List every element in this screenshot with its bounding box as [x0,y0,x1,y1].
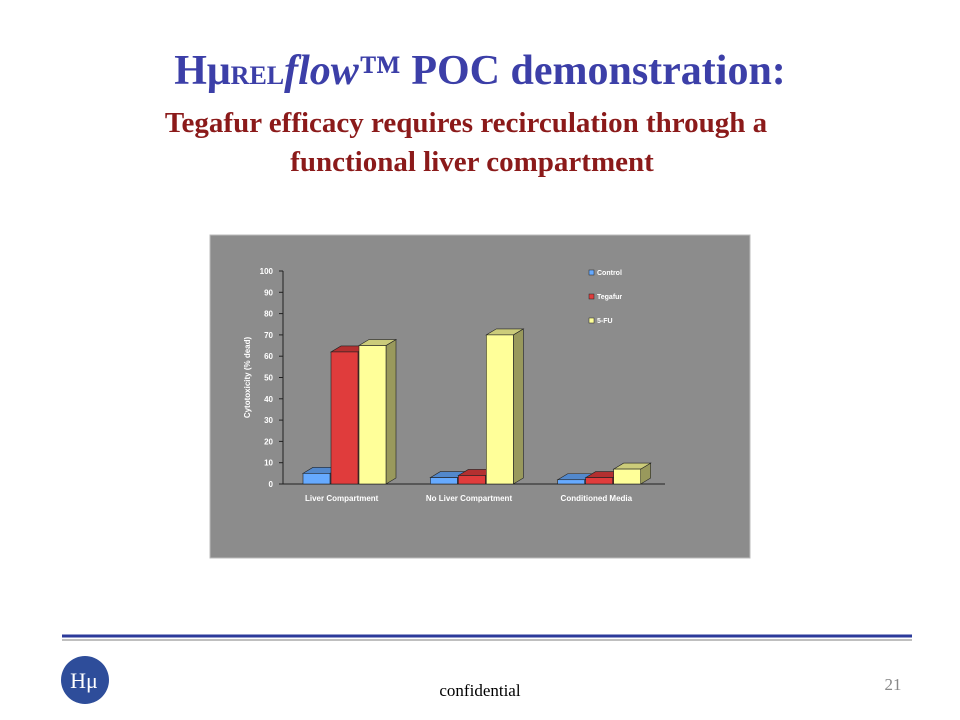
x-tick-label: Conditioned Media [561,494,633,503]
bar [358,345,387,485]
x-tick-label: Liver Compartment [305,494,379,503]
title-part: REL [231,61,284,90]
bar [486,334,514,485]
y-axis-label: Cytotoxicity (% dead) [243,336,252,418]
legend-swatch [588,317,595,324]
footer-label: confidential [439,681,520,700]
y-tick-label: 80 [264,310,273,319]
bar-side [385,339,397,485]
chart: 0 10 20 30 40 50 60 70 80 90 100 Cytotoxicity (% de… [243,267,665,503]
y-tick-label: 100 [260,267,274,276]
bar [430,477,458,485]
bar [330,351,359,485]
bar [302,473,331,485]
title-part: flow [284,48,360,94]
subtitle-line: functional liver compartment [290,146,654,178]
x-tick-label: No Liver Compartment [426,494,513,503]
y-tick-label: 70 [264,331,273,340]
logo-text: Hμ [70,668,98,693]
title-part: ™ POC demonstration: [359,48,786,94]
bar [458,475,486,485]
y-tick-label: 10 [264,459,273,468]
bar [557,479,585,485]
legend-swatch [588,269,595,276]
legend-label: 5-FU [597,318,613,325]
logo [61,656,109,704]
bar [613,468,641,485]
bar [585,477,613,485]
y-tick-label: 0 [269,480,274,489]
y-tick-label: 20 [264,437,273,446]
legend-label: Control [597,270,622,277]
legend-swatch [588,293,595,300]
subtitle-line: Tegafur efficacy requires recirculation … [165,107,768,139]
title-part: Hμ [174,48,231,94]
legend-label: Tegafur [597,294,622,301]
page-number: 21 [885,675,902,694]
y-tick-label: 50 [264,374,273,383]
y-tick-label: 90 [264,288,273,297]
y-tick-label: 40 [264,395,273,404]
chart-background [209,234,751,559]
y-tick-label: 30 [264,416,273,425]
bar-side [513,328,524,485]
y-tick-label: 60 [264,352,273,361]
slide-title: HμRELflow™ POC demonstration: [174,48,786,94]
